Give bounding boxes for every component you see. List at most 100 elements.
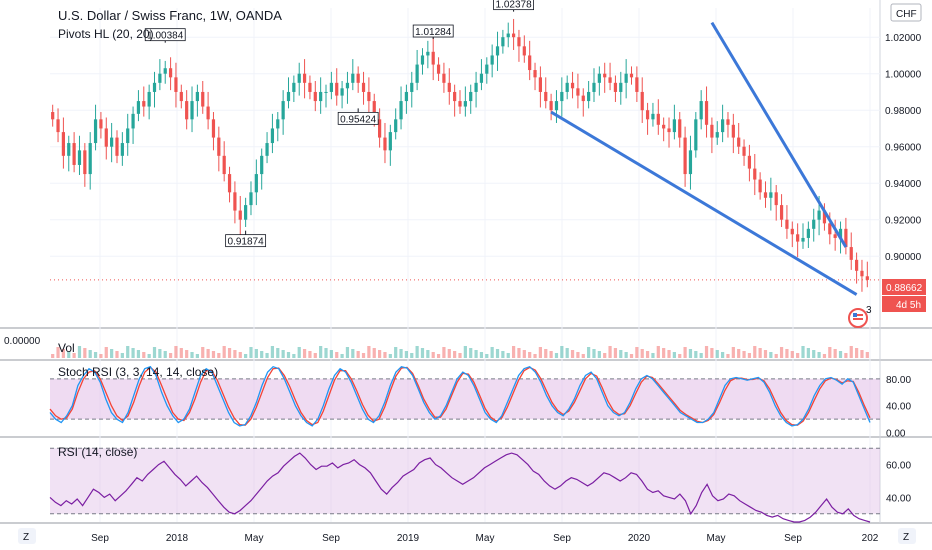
candle-body	[378, 119, 382, 138]
candle-body	[603, 73, 607, 78]
candle-body	[120, 143, 124, 156]
currency-badge[interactable]	[890, 3, 922, 22]
volume-bar	[426, 350, 430, 358]
candle-body	[319, 91, 323, 102]
volume-bar	[645, 351, 650, 358]
candle-body	[544, 91, 548, 102]
volume-bar	[812, 350, 816, 358]
candle-body	[404, 91, 409, 102]
candle-body	[436, 64, 441, 74]
candle-body	[495, 46, 500, 56]
volume-bar	[865, 352, 869, 358]
volume-bar	[458, 353, 462, 358]
volume-bar	[544, 349, 548, 358]
candle-body	[704, 101, 709, 125]
candle-body	[570, 82, 575, 89]
zoom-right-icon[interactable]	[898, 528, 916, 544]
volume-bar	[721, 352, 725, 358]
volume-bar	[501, 351, 505, 358]
volume-bar	[319, 346, 323, 358]
volume-bar	[142, 352, 146, 358]
volume-bar	[265, 353, 269, 358]
volume-bar	[67, 351, 71, 358]
volume-bar	[388, 354, 392, 358]
volume-bar	[399, 349, 403, 358]
candle-body	[597, 73, 601, 83]
volume-bar	[838, 351, 843, 358]
candle-body	[576, 88, 580, 96]
candle-body	[528, 55, 532, 71]
candle-body	[506, 33, 510, 38]
volume-bar	[710, 348, 714, 358]
volume-bar	[136, 350, 141, 358]
candle-body	[383, 137, 387, 151]
candle-body	[710, 124, 714, 138]
candle-body	[77, 150, 82, 165]
lower-trendline[interactable]	[550, 110, 858, 296]
volume-bar	[817, 352, 821, 358]
candle-body	[785, 219, 789, 229]
volume-bar	[833, 349, 837, 358]
volume-bar	[849, 346, 853, 358]
candle-body	[297, 73, 301, 83]
candle-body	[715, 132, 719, 138]
time-tick-label: May	[476, 533, 495, 544]
candle-body	[533, 70, 537, 78]
indicator-lines-layer	[49, 365, 871, 523]
candle-body	[222, 155, 226, 175]
candle-body	[131, 113, 135, 129]
volume-bar	[190, 352, 194, 358]
candle-body	[753, 168, 757, 180]
volume-bar	[528, 352, 532, 358]
volume-bar	[479, 352, 484, 358]
volume-bar	[420, 348, 425, 358]
candle-body	[849, 247, 853, 260]
candle-body	[426, 51, 430, 56]
trendlines-layer[interactable]	[550, 21, 858, 296]
volume-bar	[227, 348, 232, 358]
time-tick-label: 2018	[166, 533, 189, 544]
volume-bar	[742, 351, 746, 358]
volume-pane-label[interactable]: Vol	[58, 341, 75, 355]
candle-body	[201, 91, 205, 107]
rsi-pane-label[interactable]: RSI (14, close)	[58, 445, 137, 459]
candle-body	[174, 77, 178, 92]
candle-body	[276, 119, 280, 129]
candle-body	[822, 210, 827, 224]
zoom-left-icon[interactable]	[18, 528, 36, 544]
volume-bar	[324, 348, 328, 358]
pivot-label-box	[412, 24, 454, 38]
volume-bar	[83, 348, 87, 358]
grid-layer	[50, 8, 880, 522]
candle-body	[667, 128, 671, 133]
volume-bar	[635, 347, 639, 358]
candle-body	[581, 95, 585, 102]
volume-bar	[147, 354, 151, 358]
alert-count: 3	[866, 305, 872, 316]
pivots-study-label[interactable]: Pivots HL (20, 20)	[58, 27, 154, 41]
volume-bar	[297, 347, 301, 358]
time-tick-label: Sep	[91, 533, 109, 544]
candle-body	[340, 88, 344, 96]
volume-bar	[302, 349, 307, 358]
volume-bar	[308, 351, 312, 358]
symbol-title[interactable]: U.S. Dollar / Swiss Franc, 1W, OANDA	[58, 8, 282, 23]
countdown-badge-label: 4d 5h	[896, 300, 921, 311]
volume-bar	[163, 351, 167, 358]
time-tick-label: May	[707, 533, 726, 544]
stoch-tick-label: 80.00	[886, 375, 911, 386]
volume-bar	[576, 352, 580, 358]
candle-body	[629, 73, 634, 78]
candle-body	[227, 174, 232, 193]
candle-body	[110, 137, 114, 147]
upper-trendline[interactable]	[710, 21, 848, 248]
volume-bar	[195, 354, 199, 358]
pivot-label: 1.01284	[415, 27, 452, 38]
stoch-rsi-pane-label[interactable]: Stoch RSI (3, 3, 14, 14, close)	[58, 365, 218, 379]
candle-body	[179, 91, 183, 102]
volume-layer	[51, 346, 869, 358]
candle-body	[238, 210, 242, 220]
volume-bar	[774, 354, 778, 358]
candles-layer	[51, 18, 869, 292]
